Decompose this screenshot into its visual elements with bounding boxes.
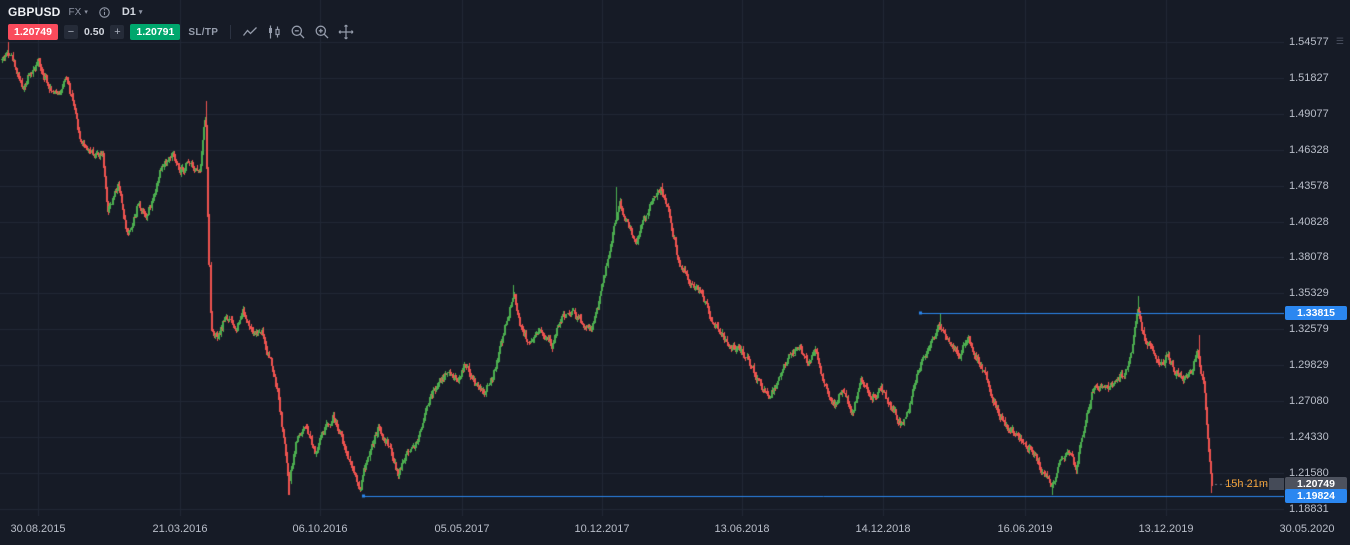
timeframe-label: D1 [121, 6, 136, 18]
symbol-label: GBPUSD [8, 5, 61, 19]
price-tick: 1.38078 [1289, 251, 1329, 264]
time-label: 14.12.2018 [855, 523, 911, 535]
line-chart-icon[interactable] [241, 23, 259, 41]
zoom-in-icon[interactable] [313, 23, 331, 41]
toolbar-divider [230, 25, 232, 39]
price-tick: 1.51827 [1289, 71, 1329, 84]
price-tick: 1.32579 [1289, 323, 1329, 336]
sell-button[interactable]: 1.20749 [8, 24, 58, 40]
timeframe-dropdown[interactable]: D1 ▾ [122, 6, 143, 18]
candle-countdown: 15h 21m [1225, 477, 1268, 490]
current-price-badge: 1.20749 [1285, 476, 1347, 491]
time-label: 21.03.2016 [152, 523, 208, 535]
time-label: 13.06.2018 [714, 523, 770, 535]
chevron-down-icon: ▾ [138, 9, 143, 16]
price-tick: 1.24330 [1289, 430, 1329, 443]
time-label: 06.10.2016 [292, 523, 348, 535]
support-badge[interactable]: 1.19824 [1285, 488, 1347, 503]
price-axis[interactable]: ☰ 1.33815 1.20749 1.19824 1.54577 1.51827… [1284, 0, 1350, 516]
spread-value: 0.50 [83, 26, 105, 38]
price-tick: 1.35329 [1289, 287, 1329, 300]
time-label: 16.06.2019 [997, 523, 1053, 535]
price-tick: 1.40828 [1289, 215, 1329, 228]
scale-menu-icon[interactable]: ☰ [1335, 36, 1344, 46]
candlestick-icon[interactable] [265, 23, 283, 41]
chart-canvas[interactable] [0, 0, 1284, 516]
zoom-out-icon[interactable] [289, 23, 307, 41]
price-tick: 1.49077 [1289, 107, 1329, 120]
time-label: 05.05.2017 [434, 523, 490, 535]
time-axis[interactable]: 30.08.2015 21.03.2016 06.10.2016 05.05.2017… [0, 516, 1350, 545]
move-icon[interactable] [337, 23, 355, 41]
time-label: 10.12.2017 [574, 523, 630, 535]
time-label: 30.08.2015 [10, 523, 66, 535]
chart-toolbar: GBPUSD FX ▾ D1 ▾ 1.20749 − 0.50 + 1.2079… [8, 4, 355, 41]
price-tick: 1.29829 [1289, 359, 1329, 372]
market-dropdown[interactable]: FX ▾ [69, 7, 88, 18]
time-label: 13.12.2019 [1138, 523, 1194, 535]
price-tick: 1.18831 [1289, 502, 1329, 515]
price-tick: 1.27080 [1289, 395, 1329, 407]
chevron-down-icon: ▾ [84, 9, 88, 16]
spread-plus-button[interactable]: + [110, 25, 125, 39]
spread-minus-button[interactable]: − [63, 25, 78, 39]
price-tick: 1.46328 [1289, 143, 1329, 156]
price-tick: 1.43578 [1289, 179, 1329, 192]
buy-button[interactable]: 1.20791 [130, 24, 181, 40]
current-price-marker [1269, 477, 1284, 490]
time-label: 30.05.2020 [1279, 523, 1335, 535]
sltp-button[interactable]: SL/TP [188, 26, 219, 38]
resistance-badge[interactable]: 1.33815 [1285, 306, 1347, 321]
price-tick: 1.21580 [1289, 466, 1329, 479]
info-icon[interactable] [96, 3, 114, 21]
market-label: FX [68, 6, 82, 18]
price-tick: 1.54577 [1289, 36, 1329, 48]
